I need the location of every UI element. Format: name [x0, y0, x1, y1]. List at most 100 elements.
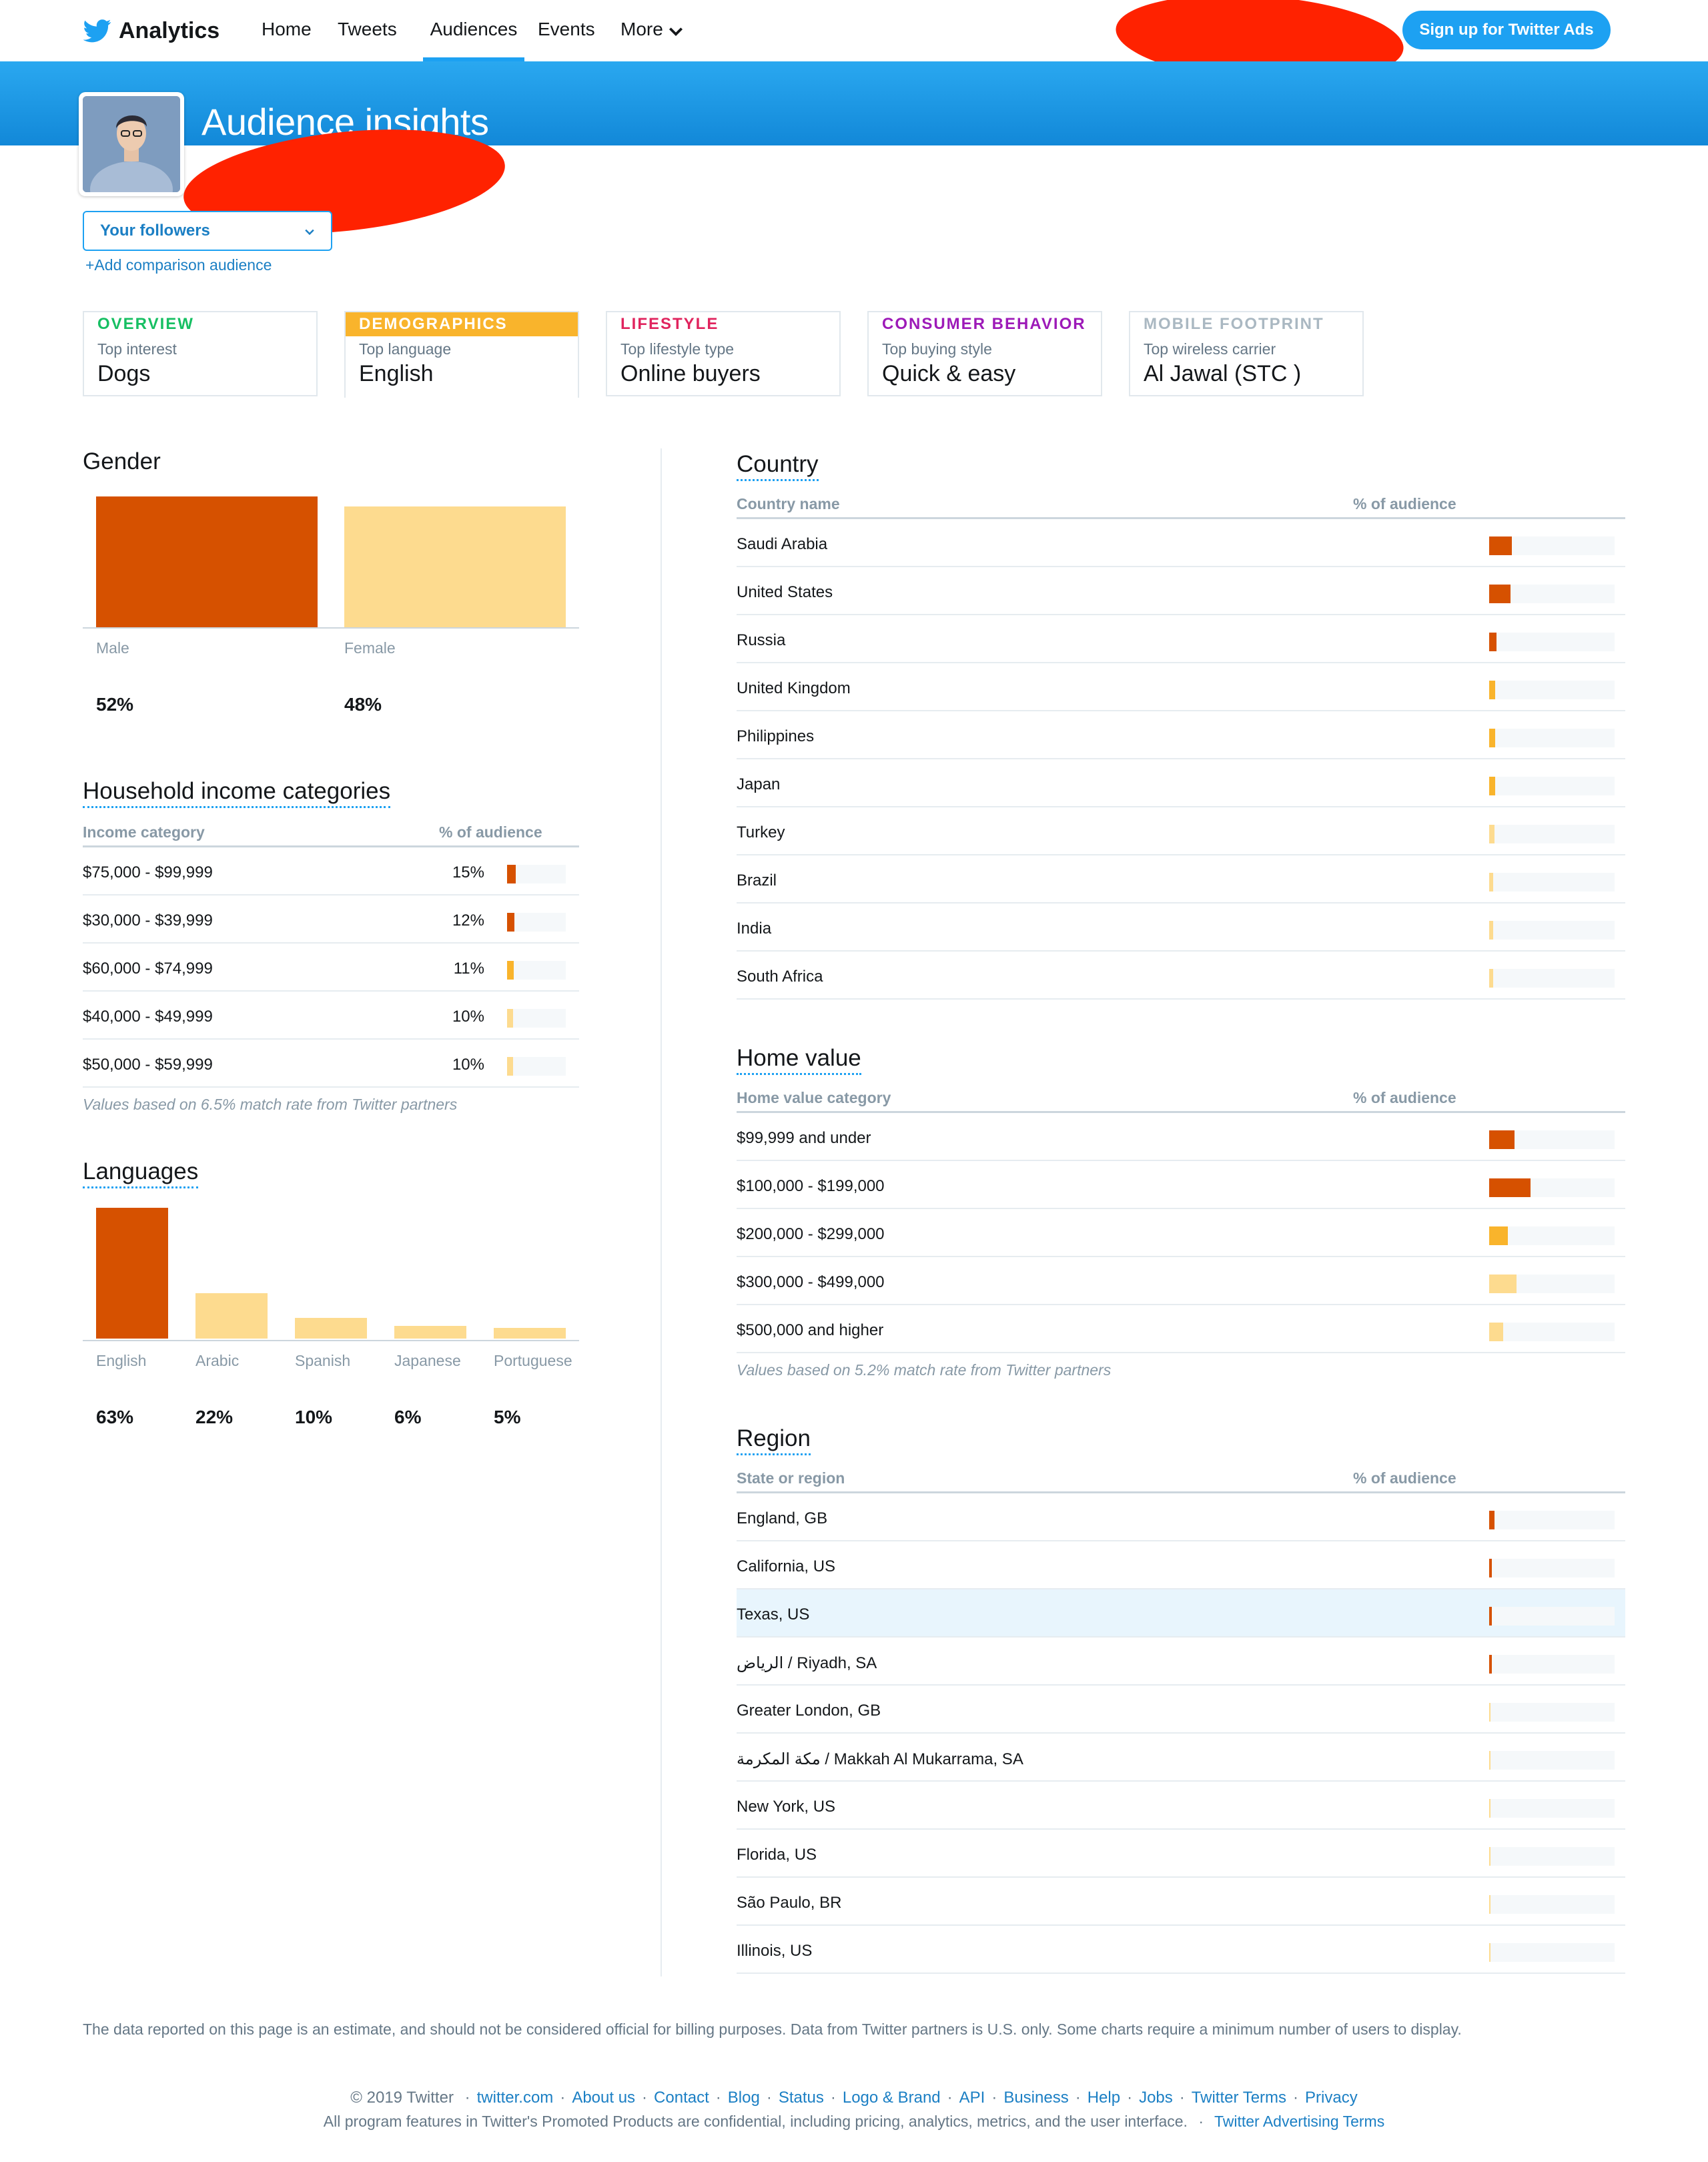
footer-link-privacy[interactable]: Privacy [1305, 2089, 1358, 2107]
footer-link-twitter-com[interactable]: twitter.com [476, 2089, 554, 2107]
nav-more-label: More [620, 19, 663, 39]
home_value-row-bar [1489, 1130, 1515, 1149]
country-row[interactable]: United Kingdom5% [737, 663, 1625, 711]
footer-link-twitter-terms[interactable]: Twitter Terms [1191, 2089, 1287, 2107]
column-header-name: Home value category [737, 1089, 891, 1106]
country-row[interactable]: Russia6% [737, 615, 1625, 663]
nav-audiences[interactable]: Audiences [423, 19, 524, 61]
tab-overview[interactable]: OVERVIEW Top interest Dogs [83, 311, 318, 396]
home_value-row-name: $99,999 and under [737, 1129, 871, 1147]
nav-tweets[interactable]: Tweets [338, 19, 397, 39]
footer-link-business[interactable]: Business [1003, 2089, 1069, 2107]
country-row-bar [1489, 633, 1497, 651]
home_value-row-bar-track [1489, 1275, 1615, 1293]
country-row[interactable]: Philippines5% [737, 711, 1625, 759]
home_value-row-bar-track [1489, 1323, 1615, 1341]
footer-link-contact[interactable]: Contact [654, 2089, 709, 2107]
footer-separator: · [464, 2089, 470, 2107]
home_value-row[interactable]: $100,000 - $199,00033% [737, 1161, 1625, 1209]
footer-link-logo-brand[interactable]: Logo & Brand [842, 2089, 941, 2107]
home-value-title[interactable]: Home value [737, 1045, 861, 1075]
region-row[interactable]: New York, US1% [737, 1782, 1625, 1830]
country-row[interactable]: United States17% [737, 567, 1625, 615]
gender-pct: 48% [344, 694, 382, 715]
country-row[interactable]: Brazil3% [737, 855, 1625, 904]
region-row[interactable]: England, GB4% [737, 1493, 1625, 1541]
tab-lifestyle[interactable]: LIFESTYLE Top lifestyle type Online buye… [606, 311, 841, 396]
home-value-note: Values based on 5.2% match rate from Twi… [737, 1361, 1112, 1379]
home_value-row-bar [1489, 1178, 1531, 1197]
nav-home[interactable]: Home [262, 19, 312, 39]
brand-text: Analytics [119, 17, 220, 43]
footer-link-blog[interactable]: Blog [727, 2089, 760, 2107]
income-row[interactable]: $40,000 - $49,999 10% [83, 992, 579, 1040]
signup-twitter-ads-button[interactable]: Sign up for Twitter Ads [1402, 11, 1611, 49]
footer-link-jobs[interactable]: Jobs [1139, 2089, 1173, 2107]
footer-separator: · [715, 2089, 721, 2107]
region-row-bar [1489, 1607, 1492, 1626]
region-row-bar [1489, 1895, 1490, 1914]
nav-more[interactable]: More [620, 19, 685, 61]
region-row[interactable]: California, US2% [737, 1541, 1625, 1589]
gender-label: Male [96, 639, 129, 657]
region-row[interactable]: الرياض / Riyadh, SA2% [737, 1638, 1625, 1686]
country-row-bar [1489, 873, 1493, 891]
country-row[interactable]: India3% [737, 904, 1625, 952]
tab-consumer-behavior[interactable]: CONSUMER BEHAVIOR Top buying style Quick… [867, 311, 1102, 396]
home_value-row[interactable]: $500,000 and higher11% [737, 1305, 1625, 1353]
header-banner [0, 61, 1708, 145]
region-row-bar [1489, 1559, 1492, 1577]
region-row[interactable]: Greater London, GB1% [737, 1686, 1625, 1734]
country-row[interactable]: Saudi Arabia18% [737, 519, 1625, 567]
region-row[interactable]: São Paulo, BR< 1% [737, 1878, 1625, 1926]
tab-sub: Top language [359, 340, 452, 358]
language-label: Spanish [295, 1352, 351, 1369]
region-row[interactable]: Illinois, US< 1% [737, 1926, 1625, 1974]
region-row[interactable]: Texas, US2% [737, 1589, 1625, 1638]
language-bar-english [96, 1208, 168, 1339]
country-row-name: India [737, 920, 772, 938]
country-row[interactable]: Turkey4% [737, 807, 1625, 855]
nav-events[interactable]: Events [538, 19, 595, 39]
gender-axis [83, 627, 579, 629]
income-row[interactable]: $30,000 - $39,999 12% [83, 895, 579, 944]
footer-link-status[interactable]: Status [778, 2089, 824, 2107]
footer-confidential-row: All program features in Twitter's Promot… [323, 2113, 1385, 2130]
home_value-row-name: $200,000 - $299,000 [737, 1225, 885, 1243]
income-row[interactable]: $75,000 - $99,999 15% [83, 847, 579, 895]
region-row-bar [1489, 1799, 1490, 1818]
country-row[interactable]: South Africa3% [737, 952, 1625, 1000]
tab-demographics[interactable]: DEMOGRAPHICS Top language English [344, 311, 579, 398]
region-title[interactable]: Region [737, 1425, 811, 1455]
home_value-row[interactable]: $300,000 - $499,00022% [737, 1257, 1625, 1305]
region-row[interactable]: مكة المكرمة / Makkah Al Mukarrama, SA1% [737, 1734, 1625, 1782]
region-row-name: New York, US [737, 1798, 836, 1816]
languages-title[interactable]: Languages [83, 1158, 199, 1188]
audience-select[interactable]: Your followers [83, 211, 332, 251]
languages-axis [83, 1340, 579, 1341]
analytics-brand[interactable]: Analytics [81, 15, 220, 47]
income-row-name: $50,000 - $59,999 [83, 1056, 213, 1074]
income-title[interactable]: Household income categories [83, 778, 391, 808]
footer-link-ad-terms[interactable]: Twitter Advertising Terms [1214, 2113, 1385, 2130]
region-row[interactable]: Florida, US1% [737, 1830, 1625, 1878]
home_value-row-bar [1489, 1323, 1503, 1341]
region-row-bar [1489, 1751, 1490, 1770]
country-title[interactable]: Country [737, 451, 819, 481]
footer-link-about-us[interactable]: About us [572, 2089, 636, 2107]
footer-link-api[interactable]: API [959, 2089, 985, 2107]
add-comparison-link[interactable]: +Add comparison audience [85, 256, 272, 274]
income-row[interactable]: $50,000 - $59,999 10% [83, 1040, 579, 1088]
tab-sub: Top wireless carrier [1144, 340, 1276, 358]
income-row[interactable]: $60,000 - $74,999 11% [83, 944, 579, 992]
home_value-row-name: $100,000 - $199,000 [737, 1177, 885, 1195]
home_value-row[interactable]: $200,000 - $299,00015% [737, 1209, 1625, 1257]
country-row-name: South Africa [737, 968, 823, 986]
country-row-bar [1489, 536, 1512, 555]
income-row-percent: 12% [452, 912, 484, 930]
country-row[interactable]: Japan5% [737, 759, 1625, 807]
home_value-row[interactable]: $99,999 and under20% [737, 1113, 1625, 1161]
footer-link-help[interactable]: Help [1087, 2089, 1121, 2107]
tab-mobile-footprint[interactable]: MOBILE FOOTPRINT Top wireless carrier Al… [1129, 311, 1364, 396]
region-row-bar-track [1489, 1703, 1615, 1722]
